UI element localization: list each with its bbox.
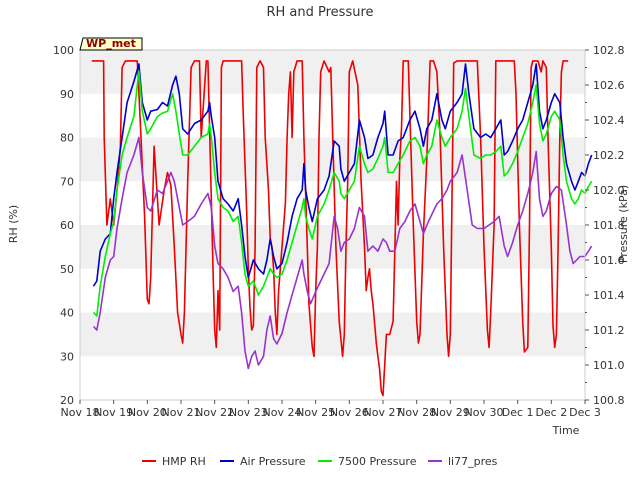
x-tick-label: Nov 22 — [195, 406, 234, 419]
y-right-tick-label: 101.0 — [593, 359, 625, 372]
x-tick-label: Nov 25 — [296, 406, 335, 419]
x-tick-label: Nov 24 — [263, 406, 302, 419]
x-tick-label: Dec 2 — [535, 406, 567, 419]
x-tick-label: Nov 20 — [128, 406, 167, 419]
y-left-tick-label: 50 — [60, 263, 74, 276]
site-label: WP_met — [86, 37, 136, 50]
series-line-7500-pressure — [92, 70, 593, 317]
x-tick-label: Nov 21 — [162, 406, 201, 419]
legend-label: HMP RH — [162, 455, 206, 468]
y-right-tick-label: 101.4 — [593, 289, 625, 302]
grid-bands — [80, 50, 585, 357]
legend-label: 7500 Pressure — [338, 455, 417, 468]
site-label-box: WP_met — [79, 37, 143, 51]
x-tick-label: Nov 29 — [431, 406, 470, 419]
y-right-tick-label: 101.6 — [593, 254, 625, 267]
y-axis-left: 20 30 40 50 60 70 80 90 100 — [53, 44, 74, 407]
y-left-tick-label: 70 — [60, 175, 74, 188]
y-left-tick-label: 40 — [60, 307, 74, 320]
x-tick-label: Nov 27 — [364, 406, 403, 419]
y-axis-left-label: RH (%) — [7, 205, 20, 243]
x-tick-label: Dec 3 — [569, 406, 601, 419]
y-axis-right: 100.8 101.0 101.2 101.4 101.6 101.8 102.0 102.2… — [585, 44, 625, 407]
x-tick-label: Nov 28 — [397, 406, 436, 419]
y-left-tick-label: 100 — [53, 44, 74, 57]
y-left-tick-label: 30 — [60, 350, 74, 363]
series-line-li77-pres — [92, 136, 593, 370]
x-tick-label: Dec 1 — [502, 406, 534, 419]
grid-band — [80, 50, 585, 94]
y-right-tick-label: 102.8 — [593, 44, 625, 57]
y-axis-right-label: Pressure (kPa) — [617, 185, 630, 263]
x-tick-label: Nov 30 — [465, 406, 504, 419]
y-right-tick-label: 102.0 — [593, 184, 625, 197]
legend: HMP RH Air Pressure 7500 Pressure li77_pres — [142, 455, 498, 468]
legend-label: li77_pres — [448, 455, 498, 468]
x-tick-label: Nov 18 — [61, 406, 100, 419]
y-left-tick-label: 80 — [60, 132, 74, 145]
y-left-tick-label: 20 — [60, 394, 74, 407]
series-line-air-pressure — [92, 63, 593, 287]
y-left-tick-label: 90 — [60, 88, 74, 101]
y-right-tick-label: 101.2 — [593, 324, 625, 337]
legend-label: Air Pressure — [240, 455, 306, 468]
y-right-tick-label: 102.6 — [593, 79, 625, 92]
series-line-hmp-rh — [91, 60, 569, 397]
y-right-tick-label: 100.8 — [593, 394, 625, 407]
grid-band — [80, 312, 585, 357]
y-left-tick-label: 60 — [60, 219, 74, 232]
y-right-tick-label: 102.4 — [593, 114, 625, 127]
y-right-tick-label: 101.8 — [593, 219, 625, 232]
x-axis-label: Time — [552, 424, 580, 437]
chart-title: RH and Pressure — [266, 5, 373, 20]
x-tick-label: Nov 19 — [94, 406, 133, 419]
series-layer — [91, 60, 593, 397]
y-right-tick-label: 102.2 — [593, 149, 625, 162]
x-tick-label: Nov 26 — [330, 406, 369, 419]
x-tick-label: Nov 23 — [229, 406, 268, 419]
